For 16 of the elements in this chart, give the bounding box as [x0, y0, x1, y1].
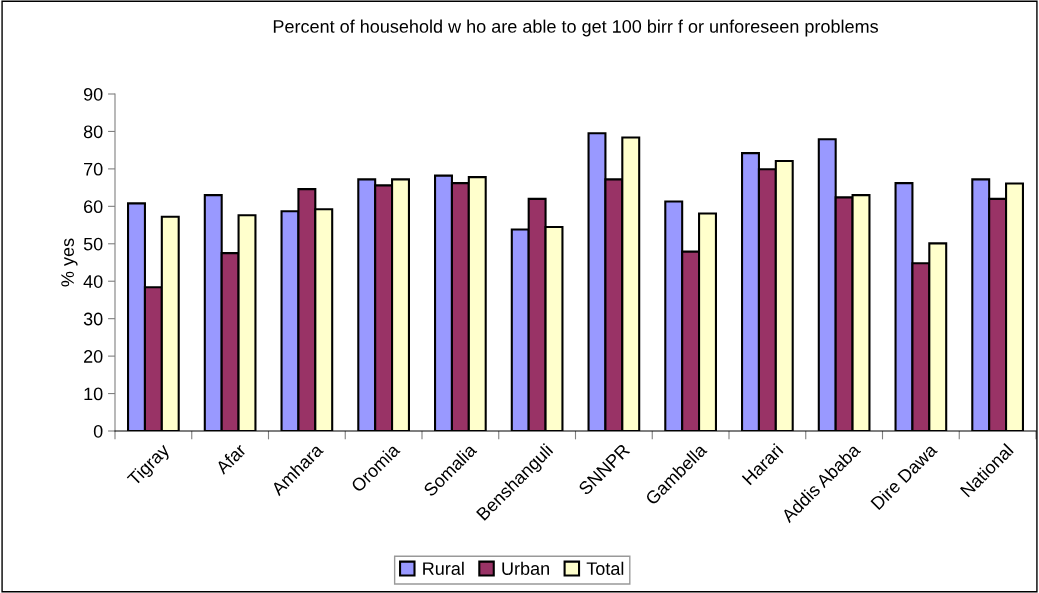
y-tick-label: 50: [83, 237, 103, 251]
x-tick-label: Afar: [214, 442, 247, 475]
y-axis-title: % yes: [61, 238, 78, 287]
y-tick-label: 60: [84, 200, 103, 214]
y-tick-label: 70: [84, 162, 103, 176]
legend-label: Urban: [502, 561, 549, 575]
legend-label: Rural: [423, 561, 464, 575]
chart-title: Percent of household w ho are able to get 100 birr f or unforeseen problems: [273, 19, 878, 37]
y-tick-label: 30: [83, 312, 103, 326]
y-tick-label: 10: [84, 387, 103, 401]
y-tick-label: 40: [83, 275, 103, 288]
y-tick-label: 90: [83, 87, 103, 101]
y-tick-label: 0: [93, 424, 103, 438]
legend-label: Total: [586, 561, 624, 575]
y-tick-label: 80: [83, 125, 103, 139]
y-tick-label: 20: [84, 350, 103, 363]
